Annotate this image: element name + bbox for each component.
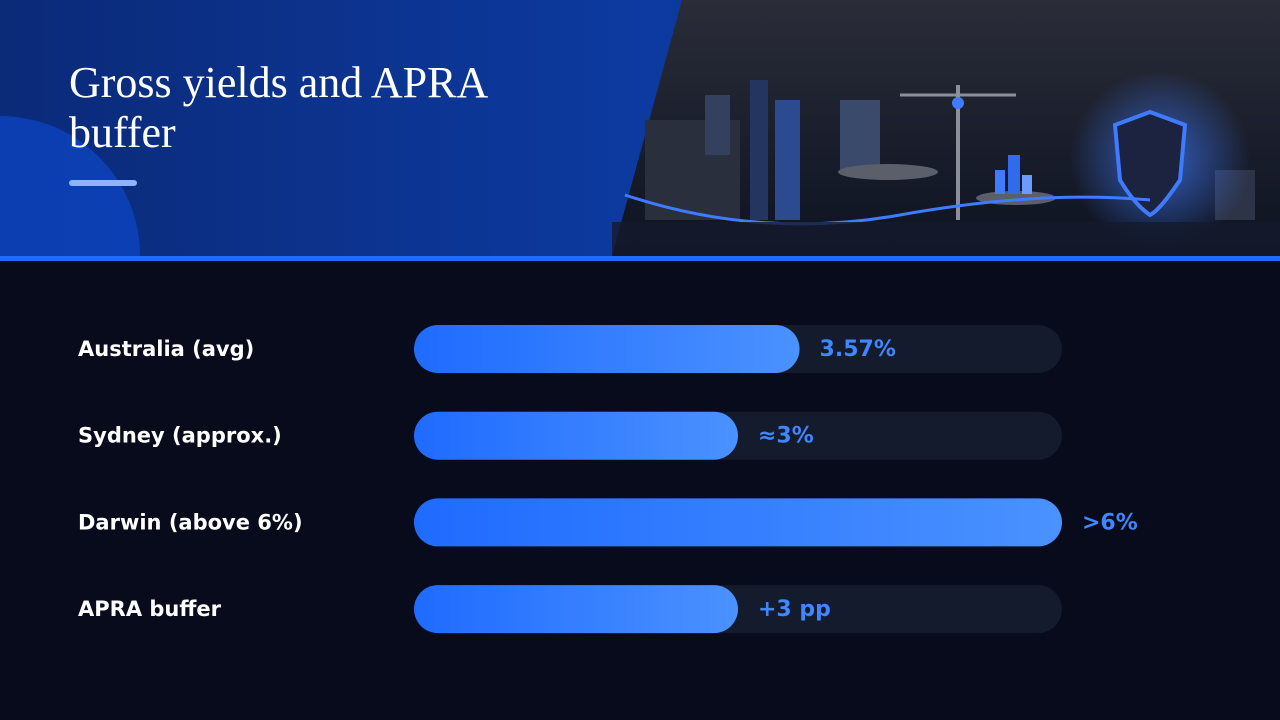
category-label: APRA buffer xyxy=(78,597,222,621)
chart: Australia (avg) 3.57% Sydney (approx.) ≈3% D… xyxy=(78,325,1138,634)
bar xyxy=(414,411,738,460)
header-art xyxy=(0,0,1280,256)
category-label: Australia (avg) xyxy=(78,337,254,361)
city-illustration xyxy=(612,70,1280,256)
value-label: ≈3% xyxy=(758,424,814,449)
value-label: >6% xyxy=(1082,510,1138,535)
slide-title: Gross yields and APRA buffer xyxy=(69,58,486,157)
decor-circle xyxy=(0,116,140,256)
header: Gross yields and APRA buffer xyxy=(0,0,1280,256)
category-label: Sydney (approx.) xyxy=(78,424,282,448)
bar xyxy=(414,585,738,634)
category-label: Darwin (above 6%) xyxy=(78,510,303,534)
value-label: +3 pp xyxy=(758,597,831,622)
divider xyxy=(0,256,1280,261)
title-accent xyxy=(69,180,137,186)
bar xyxy=(414,325,800,373)
bar xyxy=(414,498,1062,547)
value-label: 3.57% xyxy=(820,337,896,362)
